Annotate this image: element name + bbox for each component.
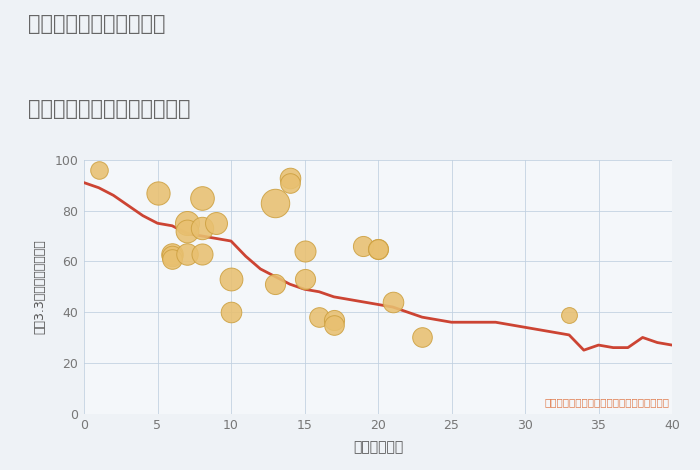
Point [181, 227, 193, 235]
Point [387, 298, 398, 306]
Point [270, 199, 281, 207]
Point [196, 194, 207, 202]
Point [372, 245, 384, 252]
Y-axis label: 坪（3.3㎡）単価（万円）: 坪（3.3㎡）単価（万円） [33, 239, 46, 334]
Point [314, 313, 325, 321]
Point [225, 275, 237, 283]
Point [284, 174, 295, 181]
X-axis label: 築年数（年）: 築年数（年） [353, 440, 403, 454]
Point [328, 321, 339, 329]
Point [372, 245, 384, 252]
Point [299, 247, 310, 255]
Point [167, 250, 178, 258]
Text: 築年数別中古マンション価格: 築年数別中古マンション価格 [28, 99, 190, 119]
Point [416, 334, 428, 341]
Point [284, 179, 295, 187]
Point [167, 255, 178, 263]
Point [181, 250, 193, 258]
Point [196, 225, 207, 232]
Point [270, 281, 281, 288]
Text: 岐阜県本巣市根尾市場の: 岐阜県本巣市根尾市場の [28, 14, 165, 34]
Text: 円の大きさは、取引のあった物件面積を示す: 円の大きさは、取引のあった物件面積を示す [544, 397, 669, 407]
Point [167, 252, 178, 260]
Point [93, 166, 104, 174]
Point [358, 243, 369, 250]
Point [564, 311, 575, 318]
Point [225, 308, 237, 316]
Point [299, 275, 310, 283]
Point [328, 316, 339, 323]
Point [152, 189, 163, 196]
Point [211, 219, 222, 227]
Point [196, 250, 207, 258]
Point [181, 219, 193, 227]
